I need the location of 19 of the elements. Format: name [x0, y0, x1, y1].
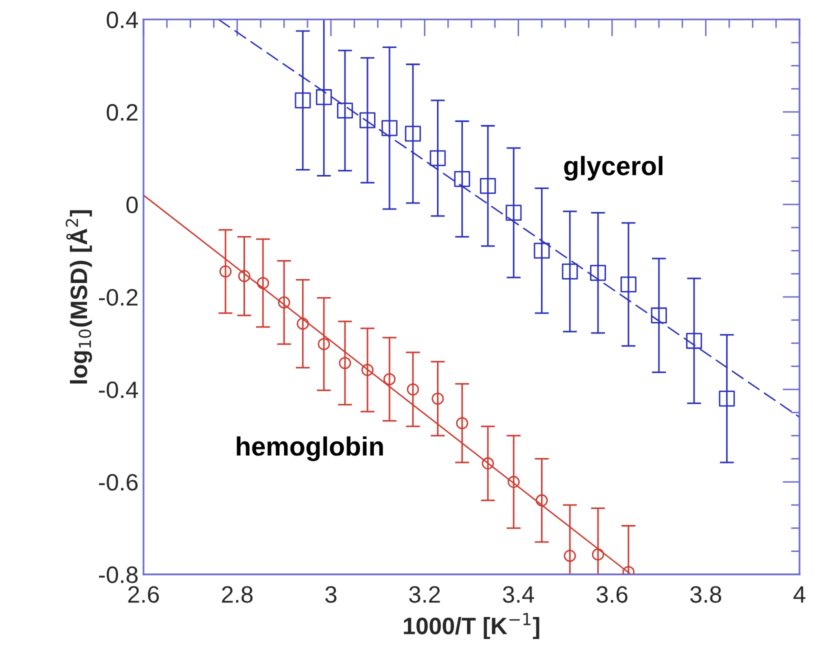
y-tick-label: -0.2 [99, 288, 138, 306]
y-tick-label: 0.4 [106, 12, 138, 28]
y-axis-title: log$_{10}$(MSD) [Å$^{2}$] [66, 210, 92, 384]
x-tick-label: 4 [793, 586, 806, 603]
y-tick-label: -0.6 [99, 474, 138, 491]
y-tick-label: -0.4 [99, 381, 138, 398]
y-tick-label: -0.8 [99, 566, 138, 584]
series-label: hemoglobin [236, 436, 383, 462]
x-tick-label: 3 [325, 586, 336, 603]
series-label: glycerol [564, 156, 662, 181]
x-tick-label: 3.2 [409, 586, 440, 603]
y-tick-label: 0 [126, 196, 138, 214]
x-tick-label: 2.6 [128, 586, 159, 603]
x-tick-label: 2.8 [222, 586, 253, 603]
x-tick-label: 3.6 [596, 586, 628, 603]
x-tick-label: 3.4 [502, 586, 534, 603]
x-axis-title: 1000/T [K$^{−1}$] [404, 613, 540, 640]
x-tick-label: 3.8 [690, 586, 722, 603]
y-tick-label: 0.2 [106, 104, 138, 121]
